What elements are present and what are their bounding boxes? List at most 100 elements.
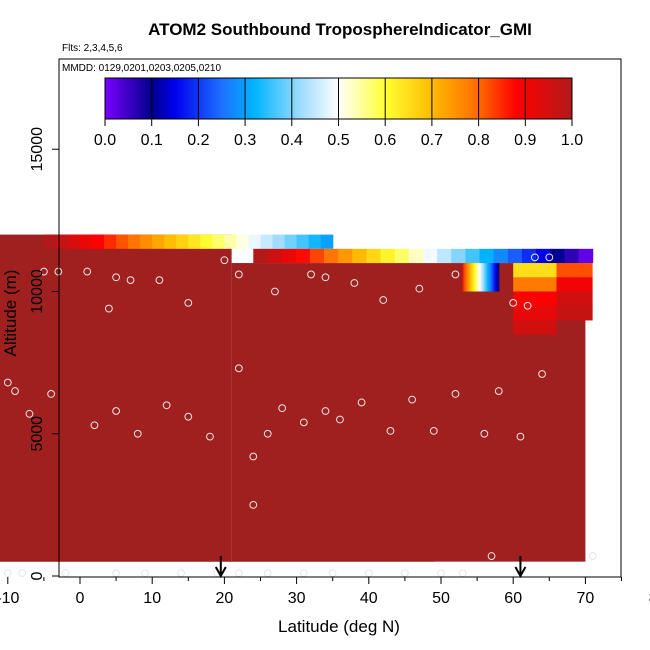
column-4-cell-2 bbox=[513, 291, 557, 307]
gradient-band-1-cell-23 bbox=[578, 248, 594, 264]
colorbar: 0.0 0.1 0.2 0.3 0.4 0.5 0.6 0.7 0.8 0.9 1.0 bbox=[94, 77, 583, 149]
sample-point-65 bbox=[47, 390, 56, 398]
sample-point-45 bbox=[451, 270, 460, 279]
gradient-band-2-cell-13 bbox=[482, 263, 485, 292]
white-gap bbox=[433, 561, 593, 576]
latitude-arrows bbox=[214, 556, 527, 579]
gradient-band-1-cell-10 bbox=[394, 248, 410, 264]
dates-label: MMDD: 0129,0201,0203,0205,0210 bbox=[62, 63, 221, 74]
sample-point-91 bbox=[249, 500, 258, 509]
sample-point-84 bbox=[480, 429, 489, 438]
sample-point-67 bbox=[112, 407, 120, 415]
colorbar-tick-label-0: 0.0 bbox=[94, 132, 116, 149]
sample-point-63 bbox=[11, 387, 19, 395]
colorbar-tick-label-5: 0.5 bbox=[327, 132, 349, 149]
gradient-band-1-cell-2 bbox=[281, 248, 297, 264]
gradient-band-2-cell-20 bbox=[492, 263, 495, 292]
arrow-3 bbox=[514, 556, 527, 579]
gradient-band-0-cell-10 bbox=[164, 234, 177, 249]
gradient-band-0-cell-22 bbox=[308, 234, 322, 249]
sample-point-33 bbox=[112, 273, 120, 282]
gradient-band-2-cell-9 bbox=[476, 263, 479, 292]
gradient-band-1-cell-13 bbox=[437, 248, 452, 264]
gradient-band-1-cell-9 bbox=[380, 248, 396, 264]
gradient-band-2-cell-0 bbox=[462, 263, 465, 292]
gradient-band-2-cell-18 bbox=[489, 263, 492, 292]
arrow-head-3 bbox=[514, 566, 527, 579]
gradient-band-2-cell-19 bbox=[491, 263, 494, 292]
sample-point-74 bbox=[263, 429, 272, 438]
gradient-band-2-cell-3 bbox=[467, 263, 470, 292]
sample-point-78 bbox=[336, 415, 344, 424]
gradient-band-1-cell-21 bbox=[550, 248, 565, 264]
sample-point-86 bbox=[516, 432, 525, 441]
sample-point-80 bbox=[386, 427, 395, 435]
gradient-band-1-cell-12 bbox=[422, 248, 438, 264]
column-4-cell-4 bbox=[513, 319, 557, 335]
gradient-band-2-cell-1 bbox=[464, 263, 467, 292]
sample-point-38 bbox=[234, 270, 243, 279]
sample-point-62 bbox=[3, 378, 12, 387]
sample-point-87 bbox=[538, 370, 546, 378]
gradient-band-0-cell-6 bbox=[116, 234, 129, 249]
column-4-cell-1 bbox=[513, 277, 557, 292]
gradient-band-2-cell-22 bbox=[495, 263, 498, 292]
gradient-band-2-cell-5 bbox=[470, 263, 473, 292]
gradient-band-0-cell-4 bbox=[92, 234, 105, 249]
colorbar-tick-label-6: 0.6 bbox=[374, 132, 396, 149]
sample-point-72 bbox=[234, 364, 243, 373]
gradient-band-0-cell-15 bbox=[224, 234, 238, 249]
gradient-band-0-cell-17 bbox=[248, 234, 262, 249]
x-tick-label-13: 80 bbox=[649, 590, 650, 607]
colorbar-tick-label-1: 0.1 bbox=[141, 132, 163, 149]
x-tick-label-10: 50 bbox=[432, 590, 450, 607]
x-tick-label-6: 10 bbox=[143, 590, 161, 607]
gradient-band-0-cell-5 bbox=[104, 234, 117, 249]
sample-point-37 bbox=[220, 256, 229, 265]
gradient-band-1-cell-5 bbox=[323, 248, 339, 264]
y-tick-label-3: 15000 bbox=[29, 127, 46, 172]
colorbar-tick-label-7: 0.7 bbox=[421, 132, 443, 149]
gradient-band-2-cell-2 bbox=[465, 263, 468, 292]
column-4-cell-3 bbox=[513, 305, 557, 321]
sample-point-39 bbox=[271, 287, 279, 296]
gradient-band-2-cell-10 bbox=[477, 263, 480, 292]
colorbar-tick-label-4: 0.4 bbox=[281, 132, 303, 149]
sample-point-40 bbox=[307, 270, 315, 279]
gradient-band-1-cell-19 bbox=[521, 248, 537, 264]
gradient-band-1-cell-8 bbox=[366, 248, 382, 264]
sample-point-68 bbox=[133, 429, 142, 438]
sample-point-36 bbox=[184, 298, 193, 307]
arrow-head-2 bbox=[214, 566, 227, 579]
y-tick-label-2: 10000 bbox=[29, 269, 46, 314]
gradient-band-2-cell-17 bbox=[488, 263, 491, 292]
x-tick-label-5: 0 bbox=[76, 590, 85, 607]
x-axis-label: Latitude (deg N) bbox=[278, 617, 400, 636]
gradient-band-0-cell-13 bbox=[200, 234, 213, 249]
sample-point-64 bbox=[25, 409, 34, 418]
column-4-cell-0 bbox=[513, 263, 557, 278]
gradient-band-1-cell-16 bbox=[479, 248, 495, 264]
sample-point-85 bbox=[494, 387, 503, 395]
y-axis: 0 5000 10000 15000 bbox=[29, 127, 59, 580]
gradient-band-2-cell-6 bbox=[471, 263, 474, 292]
plot-frame bbox=[58, 58, 622, 578]
sample-point-29 bbox=[40, 267, 48, 276]
gradient-band-2-cell-12 bbox=[480, 263, 483, 292]
plot-area bbox=[0, 234, 594, 576]
gradient-band-0-cell-7 bbox=[128, 234, 141, 249]
sample-point-32 bbox=[104, 304, 113, 313]
column-5-cell-0 bbox=[556, 263, 593, 278]
colorbar-tick-label-8: 0.8 bbox=[467, 132, 489, 149]
sample-point-43 bbox=[379, 296, 388, 304]
field-block-1 bbox=[0, 234, 232, 562]
y-tick-label-1: 5000 bbox=[29, 416, 46, 452]
colorbar-tick-label-2: 0.2 bbox=[187, 132, 209, 149]
gradient-band-2-cell-15 bbox=[485, 263, 488, 292]
colorbar-tick-label-10: 1.0 bbox=[561, 132, 583, 149]
gradient-band-1-cell-7 bbox=[352, 248, 367, 264]
sample-point-82 bbox=[429, 427, 438, 435]
x-tick-label-4: -10 bbox=[0, 590, 19, 607]
sample-point-49 bbox=[545, 253, 554, 262]
gradient-band-0-cell-1 bbox=[55, 234, 69, 249]
